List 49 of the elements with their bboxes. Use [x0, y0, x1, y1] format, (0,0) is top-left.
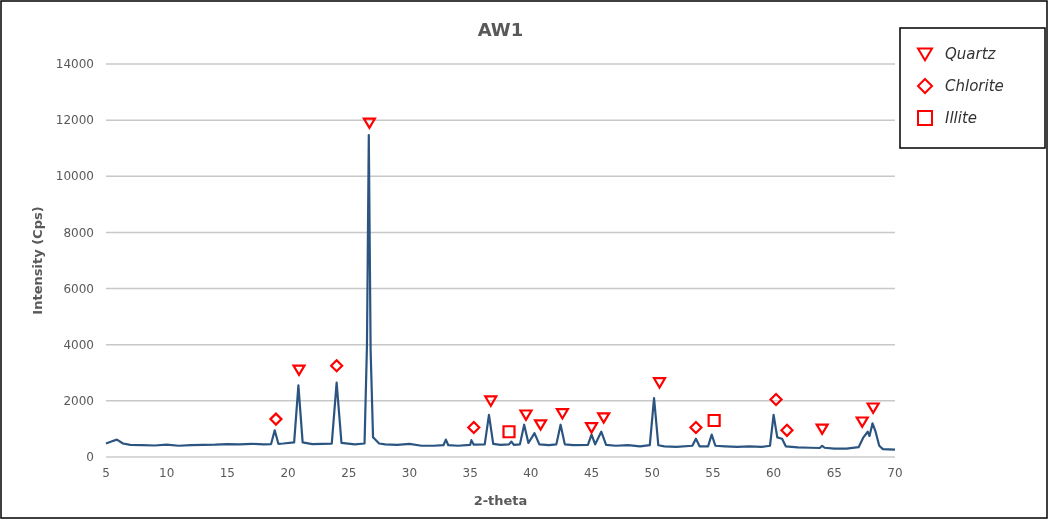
x-tick-label: 30: [401, 466, 418, 480]
y-axis-title: Intensity (Cps): [30, 206, 45, 315]
point: [484, 395, 498, 407]
legend-label: Illite: [945, 109, 978, 128]
x-tick-label: 45: [583, 466, 600, 480]
point: [330, 359, 344, 373]
x-tick-label: 65: [826, 466, 842, 480]
x-tick-label: 25: [341, 466, 357, 480]
point: [519, 409, 533, 421]
point: [362, 117, 376, 129]
line-series: [104, 133, 897, 451]
x-tick-label: 10: [159, 466, 175, 480]
chart-title: AW1: [477, 19, 524, 40]
point: [533, 419, 548, 431]
point: [555, 407, 570, 420]
x-tick-label: 70: [887, 466, 903, 480]
point: [866, 402, 880, 414]
point: [707, 413, 721, 428]
point: [597, 412, 611, 424]
point: [467, 420, 481, 435]
point: [815, 423, 829, 435]
y-tick-label: 2000: [63, 394, 94, 409]
y-tick-label: 14000: [55, 57, 94, 72]
point: [769, 392, 783, 407]
x-tick-label: 60: [765, 466, 782, 480]
x-tick-label: 35: [462, 466, 478, 480]
x-axis-title: 2-theta: [473, 493, 528, 508]
point: [652, 377, 667, 389]
point: [584, 422, 599, 434]
point: [780, 423, 794, 437]
x-tick-label: 50: [644, 466, 660, 480]
legend-label: Quartz: [945, 45, 997, 64]
y-tick-label: 8000: [63, 225, 94, 240]
y-tick-label: 4000: [63, 337, 94, 352]
point: [689, 420, 703, 435]
y-tick-label: 12000: [55, 113, 94, 128]
point: [292, 364, 306, 377]
x-tick-label: 5: [102, 466, 110, 480]
y-tick-label: 0: [86, 450, 94, 465]
x-tick-label: 20: [280, 466, 296, 480]
x-tick-label: 40: [523, 466, 539, 480]
point: [855, 416, 869, 428]
point: [502, 425, 516, 439]
point: [269, 412, 283, 426]
x-tick-label: 15: [219, 466, 236, 480]
y-tick-label: 10000: [55, 169, 94, 184]
y-tick-label: 6000: [63, 281, 94, 296]
x-tick-label: 55: [705, 466, 721, 480]
legend-label: Chlorite: [945, 77, 1004, 96]
